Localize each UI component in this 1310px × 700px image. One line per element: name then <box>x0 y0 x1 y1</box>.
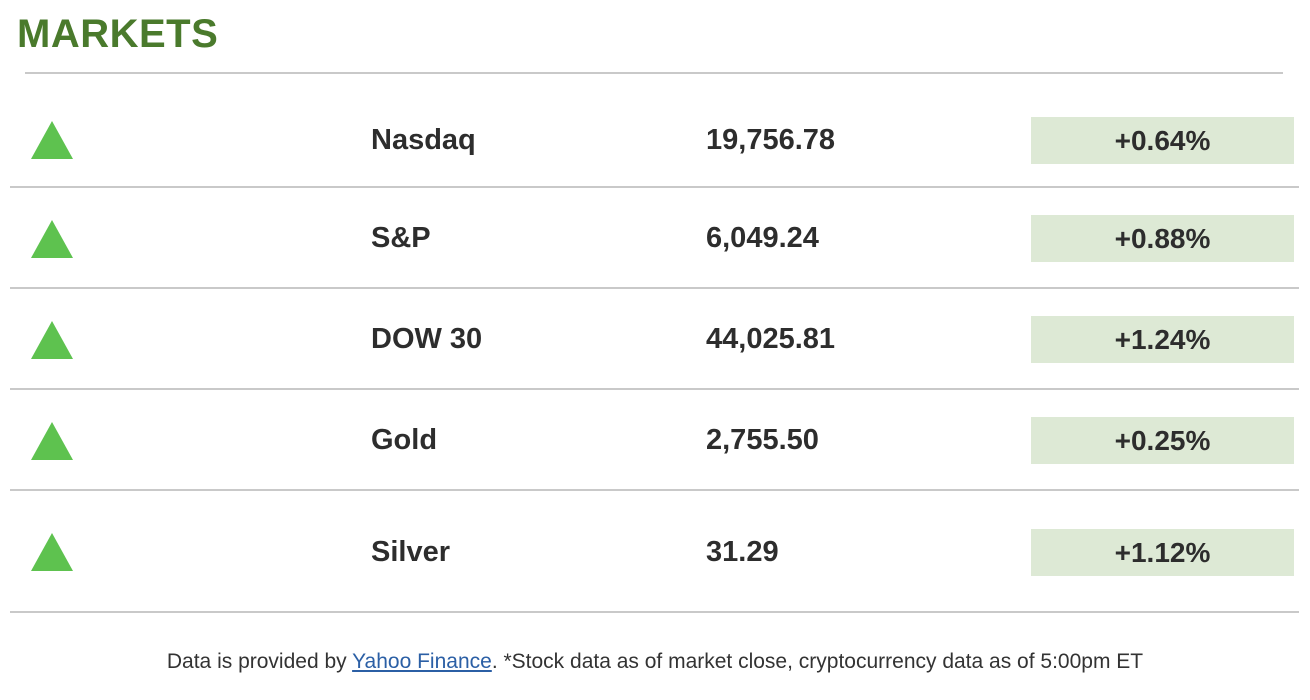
footer-text-suffix: . *Stock data as of market close, crypto… <box>491 650 1144 673</box>
up-triangle-icon <box>31 121 73 159</box>
change-cell: +1.12% <box>1031 528 1294 576</box>
trend-cell <box>31 219 371 258</box>
change-cell: +0.64% <box>1031 116 1294 164</box>
change-cell: +0.88% <box>1031 215 1294 262</box>
change-badge: +0.88% <box>1031 215 1294 262</box>
trend-cell <box>31 121 371 159</box>
change-cell: +1.24% <box>1031 316 1294 363</box>
footer-text-prefix: Data is provided by <box>166 650 353 673</box>
market-name: Silver <box>371 535 450 568</box>
market-name: S&P <box>371 222 431 254</box>
page-title: MARKETS <box>17 12 219 56</box>
trend-cell <box>31 421 371 460</box>
yahoo-finance-link[interactable]: Yahoo Finance <box>352 650 492 673</box>
market-row: DOW 30 44,025.81 +1.24% <box>10 289 1299 390</box>
up-triangle-icon <box>31 421 73 460</box>
title-divider <box>25 72 1283 74</box>
change-badge: +1.24% <box>1031 316 1294 363</box>
market-row: Nasdaq 19,756.78 +0.64% <box>10 74 1299 188</box>
market-value: 44,025.81 <box>706 323 836 355</box>
market-value: 19,756.78 <box>706 123 836 156</box>
market-value: 31.29 <box>706 535 779 568</box>
up-triangle-icon <box>31 533 73 571</box>
markets-table: Nasdaq 19,756.78 +0.64% S&P 6,049.24 +0.… <box>10 74 1299 613</box>
change-badge: +0.64% <box>1031 116 1294 164</box>
market-row: Gold 2,755.50 +0.25% <box>10 390 1299 491</box>
market-name: Gold <box>371 424 438 456</box>
change-cell: +0.25% <box>1031 417 1294 464</box>
market-name: Nasdaq <box>371 123 476 156</box>
market-row: Silver 31.29 +1.12% <box>10 491 1299 613</box>
market-name: DOW 30 <box>371 323 483 355</box>
markets-widget: MARKETS Nasdaq 19,756.78 +0.64% S&P 6,04… <box>0 11 1310 700</box>
up-triangle-icon <box>31 320 73 359</box>
footer-attribution: Data is provided by Yahoo Finance. *Stoc… <box>16 613 1294 674</box>
market-value: 2,755.50 <box>706 424 819 456</box>
change-badge: +1.12% <box>1031 528 1294 576</box>
trend-cell <box>31 533 371 571</box>
market-value: 6,049.24 <box>706 222 819 254</box>
change-badge: +0.25% <box>1031 417 1294 464</box>
market-row: S&P 6,049.24 +0.88% <box>10 188 1299 289</box>
trend-cell <box>31 320 371 359</box>
up-triangle-icon <box>31 219 73 258</box>
